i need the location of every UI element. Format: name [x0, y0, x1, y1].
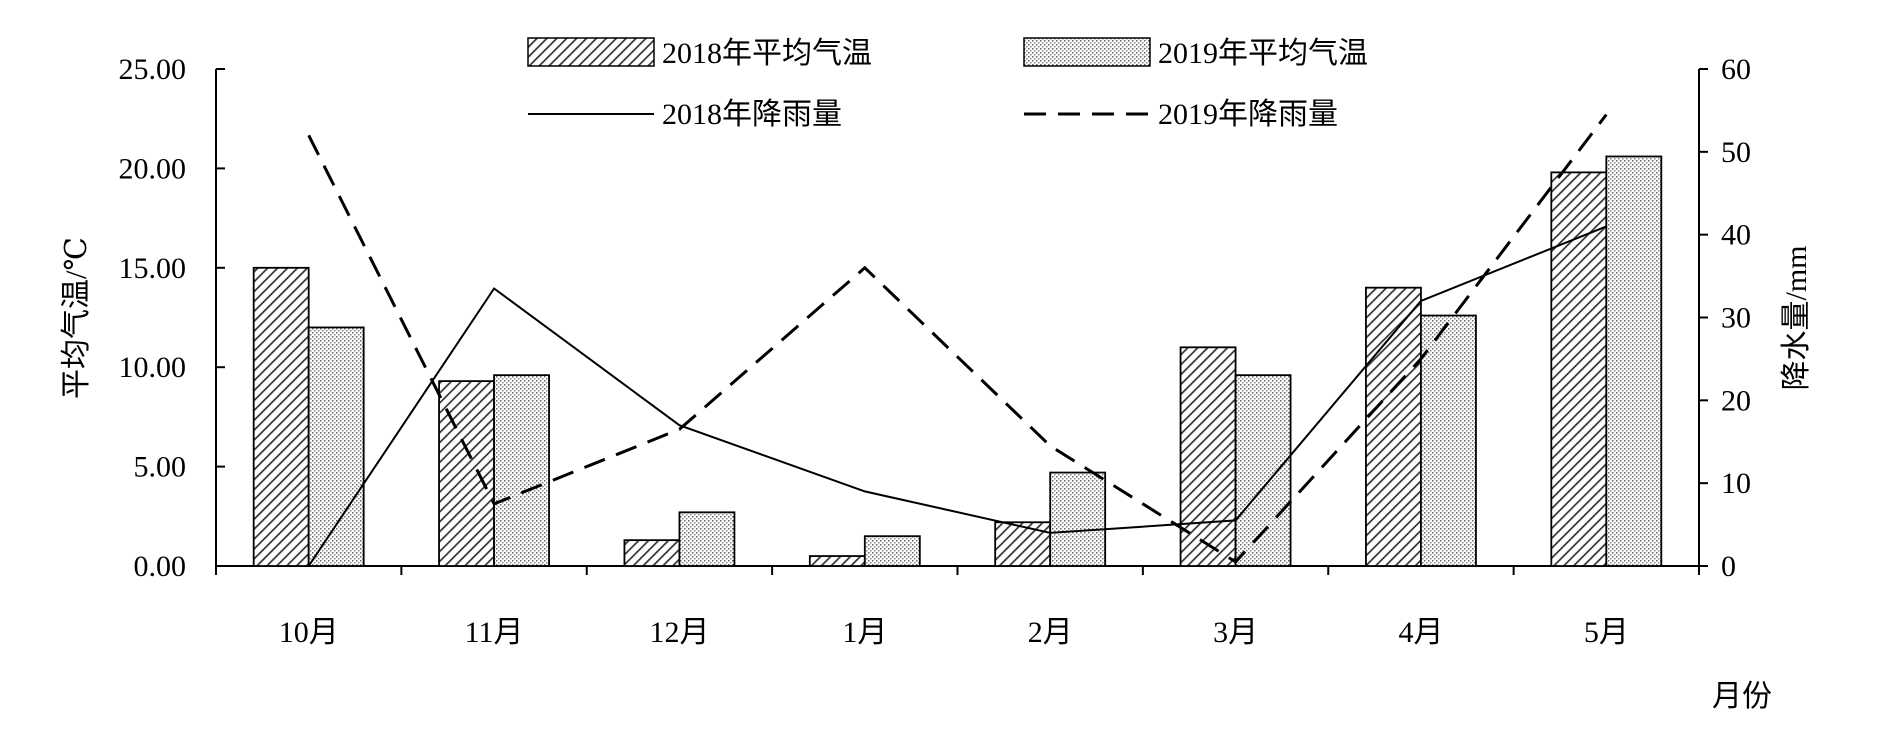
left-y-tick-label: 15.00 — [119, 252, 187, 285]
x-tick-label: 12月 — [649, 616, 709, 649]
x-axis-ticks: 10月 11月 12月 1月 2月 3月 4月 5月 — [215, 566, 1700, 649]
bar-2018-temp — [1365, 286, 1422, 567]
y2-axis-label: 降水量/mm — [1780, 245, 1813, 390]
x-tick-label: 3月 — [1213, 616, 1258, 649]
left-y-tick-label: 0.00 — [134, 550, 187, 583]
right-y-tick-label: 40 — [1721, 219, 1751, 252]
right-y-tick-label: 20 — [1721, 384, 1751, 417]
right-y-tick-label: 30 — [1721, 302, 1751, 335]
legend-label-2019-temp: 2019年平均气温 — [1158, 37, 1368, 70]
x-axis-label: 月份 — [1712, 680, 1772, 713]
left-y-tick-label: 5.00 — [134, 451, 187, 484]
bar-2018-temp — [623, 539, 681, 567]
x-tick-label: 11月 — [465, 616, 524, 649]
bar-2018-temp — [252, 266, 310, 567]
x-tick-label: 5月 — [1584, 616, 1629, 649]
legend-label-2018-rain: 2018年降雨量 — [662, 98, 842, 131]
left-y-tick-label: 25.00 — [119, 53, 187, 86]
left-y-tick-label: 20.00 — [119, 152, 187, 185]
rainfall-lines — [307, 113, 1608, 567]
bar-2019-temp — [493, 374, 550, 567]
bar-2018-temp — [1550, 171, 1608, 567]
x-tick-label: 10月 — [279, 616, 339, 649]
legend-swatch-2018-temp — [527, 37, 655, 67]
bar-2019-temp — [307, 326, 365, 567]
bar-2019-temp — [1420, 314, 1477, 567]
legend: 2018年平均气温 2019年平均气温 2018年降雨量 2019年降雨量 — [527, 37, 1368, 131]
y-axis-label: 平均气温/℃ — [60, 237, 93, 399]
left-y-axis-ticks: 0.00 5.00 10.00 15.00 20.00 25.00 — [119, 53, 225, 583]
bar-2018-temp — [808, 555, 866, 567]
x-tick-label: 4月 — [1398, 616, 1443, 649]
line-2018-rainfall — [307, 225, 1607, 567]
left-y-tick-label: 10.00 — [119, 351, 187, 384]
bar-2019-temp — [863, 535, 921, 567]
right-y-tick-label: 0 — [1721, 550, 1736, 583]
right-y-tick-label: 10 — [1721, 467, 1751, 500]
legend-swatch-2019-temp — [1023, 37, 1151, 67]
bar-2018-temp — [994, 521, 1052, 567]
bar-2019-temp — [678, 511, 736, 567]
x-tick-label: 1月 — [842, 616, 887, 649]
right-y-tick-label: 50 — [1721, 136, 1751, 169]
bars — [252, 155, 1663, 567]
bar-2019-temp — [1234, 374, 1292, 567]
bar-2019-temp — [1605, 155, 1663, 567]
legend-label-2019-rain: 2019年降雨量 — [1158, 98, 1338, 131]
right-y-tick-label: 60 — [1721, 53, 1751, 86]
right-y-axis-ticks: 0 10 20 30 40 50 60 — [1699, 53, 1751, 583]
bar-2019-temp — [1049, 471, 1107, 567]
line-2019-rainfall — [307, 113, 1608, 564]
x-tick-label: 2月 — [1028, 616, 1073, 649]
legend-label-2018-temp: 2018年平均气温 — [662, 37, 872, 70]
bar-2018-temp — [1179, 346, 1237, 567]
